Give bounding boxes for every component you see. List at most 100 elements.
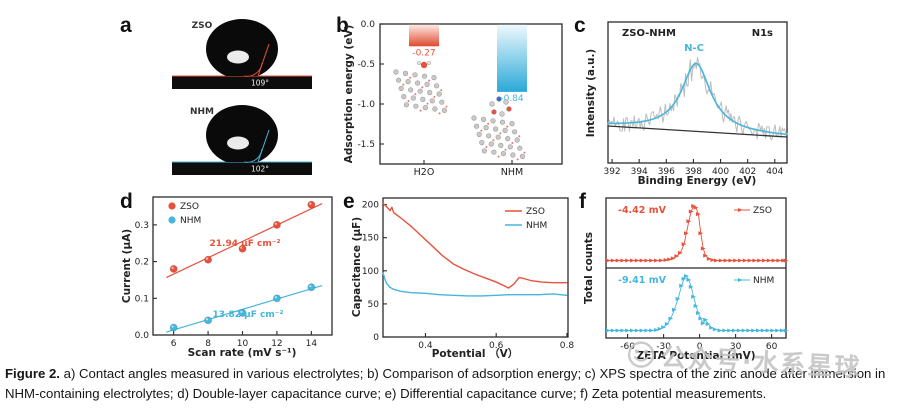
- droplet-label: NHM: [190, 107, 214, 117]
- droplet-label: ZSO: [192, 21, 213, 31]
- zeta-marker-NHM: [664, 321, 670, 326]
- bar-value-label: -0.84: [500, 94, 524, 104]
- figure-caption: Figure 2. a) Contact angles measured in …: [5, 364, 911, 404]
- zeta-marker-ZSO: [700, 246, 706, 251]
- panel-letter-c: c: [574, 14, 586, 37]
- zeta-marker-ZSO: [684, 231, 689, 236]
- zeta-marker-NHM: [681, 276, 687, 281]
- zeta-marker-ZSO: [686, 219, 692, 224]
- x-tick-label: 10: [237, 339, 249, 349]
- figure-caption-label: Figure 2.: [5, 366, 60, 381]
- zeta-marker-ZSO: [639, 258, 645, 263]
- contact-angle-panel: ZSO 109° NHM 102°: [172, 16, 312, 180]
- zeta-marker-NHM: [668, 316, 674, 321]
- xps-spectrum-chart: 392 394 396 398 400 402 404 Binding Energy (eV)…: [585, 21, 788, 187]
- zeta-marker-ZSO: [630, 258, 635, 263]
- zeta-potential-chart: -60 -30 0 30 60 ZETA Potential (mV) Total coun…: [583, 197, 789, 362]
- zeta-marker-ZSO: [634, 258, 640, 263]
- zeta-marker-ZSO: [615, 258, 621, 263]
- fit-line-NHM: [166, 285, 323, 333]
- zeta-marker-NHM: [703, 317, 708, 322]
- zeta-marker-NHM: [620, 328, 626, 333]
- x-tick-label: 12: [271, 339, 282, 349]
- zeta-marker-NHM: [717, 328, 723, 333]
- zeta-mean-annotation-NHM: -9.41 mV: [618, 275, 667, 286]
- capacitance-annotation-NHM: 13.82 μF cm⁻²: [213, 310, 284, 320]
- x-axis-title: Binding Energy (eV): [638, 175, 757, 187]
- zeta-marker-ZSO: [703, 253, 708, 258]
- x-tick-label: 402: [739, 167, 756, 177]
- zeta-marker-ZSO: [766, 258, 772, 263]
- capacitance-curve-ZSO: [382, 202, 568, 289]
- double-layer-capacitance-chart: 6 8 10 12 14 0.0 0.1 0.2 0.3 Scan rate (mV s⁻¹) Cu…: [121, 196, 333, 359]
- x-tick-label: 394: [631, 167, 648, 177]
- zeta-marker-NHM: [615, 328, 621, 333]
- x-tick-label: 400: [712, 167, 729, 177]
- zeta-marker-NHM: [661, 325, 666, 330]
- zeta-marker-NHM: [732, 328, 737, 333]
- x-tick-label: 0.6: [489, 341, 504, 351]
- zeta-marker-ZSO: [738, 258, 743, 263]
- y-tick-label: 0.2: [135, 258, 149, 268]
- y-axis-title: Adsorption energy (eV): [343, 25, 355, 164]
- zeta-mean-annotation-ZSO: -4.42 mV: [618, 205, 667, 216]
- zeta-marker-ZSO: [670, 256, 676, 261]
- x-tick-label: 392: [603, 167, 620, 177]
- fit-line-ZSO: [166, 203, 323, 278]
- data-point-ZSO: [307, 200, 316, 209]
- panel-letter-d: d: [120, 190, 133, 213]
- zeta-marker-NHM: [709, 325, 714, 330]
- zeta-marker-NHM: [639, 328, 645, 333]
- zeta-marker-ZSO: [610, 258, 616, 263]
- x-tick-label: 396: [658, 167, 675, 177]
- zeta-marker-ZSO: [714, 258, 719, 263]
- zeta-marker-ZSO: [678, 250, 683, 255]
- y-tick-label: 150: [362, 234, 379, 244]
- legend-label-ZSO: ZSO: [526, 207, 545, 217]
- data-point-NHM: [169, 323, 178, 332]
- zeta-marker-ZSO: [776, 258, 782, 263]
- y-tick-label: 0.3: [135, 221, 149, 231]
- x-category-label: NHM: [501, 167, 523, 178]
- x-tick-label: 0.4: [418, 341, 433, 351]
- zeta-marker-ZSO: [674, 254, 680, 259]
- x-tick-label: 14: [306, 339, 318, 349]
- zeta-marker-NHM: [741, 328, 747, 333]
- y-axis-title: Total counts: [583, 232, 595, 304]
- zeta-marker-NHM: [610, 328, 616, 333]
- droplet-image-nhm: NHM 102°: [172, 102, 312, 180]
- figure-panels-canvas: ZSO 109° NHM 102° 0.0 -0.5 -1.0 -1.5Adsorption…: [121, 16, 789, 362]
- legend-label-NHM: NHM: [180, 216, 201, 226]
- zeta-marker-NHM: [606, 328, 611, 333]
- zeta-marker-ZSO: [681, 242, 687, 247]
- fitted-peak-trace: [607, 62, 788, 136]
- data-point-ZSO: [203, 255, 213, 264]
- data-point-ZSO: [272, 220, 282, 229]
- baseline-trace: [607, 125, 788, 138]
- zeta-marker-NHM: [688, 284, 694, 289]
- x-axis-title: ZETA Potential (mV): [636, 350, 755, 362]
- y-tick-label: 0.0: [361, 20, 376, 30]
- zeta-marker-NHM: [644, 328, 650, 333]
- zeta-marker-ZSO: [625, 258, 630, 263]
- contact-angle-value: 109°: [251, 79, 269, 88]
- x-tick-label: -60: [620, 342, 635, 352]
- y-tick-label: 0: [373, 333, 379, 343]
- y-tick-label: -0.5: [357, 60, 375, 70]
- zeta-marker-NHM: [657, 326, 663, 331]
- panel-letter-a: a: [120, 14, 132, 37]
- zeta-marker-ZSO: [771, 258, 777, 263]
- y-tick-label: 200: [362, 201, 379, 211]
- panel-letter-f: f: [579, 190, 586, 213]
- zeta-marker-NHM: [686, 277, 692, 282]
- x-tick-label: 60: [766, 342, 778, 352]
- x-tick-label: 404: [766, 167, 783, 177]
- zeta-marker-ZSO: [606, 258, 611, 263]
- peak-assignment-label: N-C: [684, 43, 704, 54]
- legend-label-NHM: NHM: [526, 221, 547, 231]
- x-tick-label: -30: [656, 342, 671, 352]
- zeta-marker-NHM: [756, 328, 761, 333]
- zeta-marker-NHM: [760, 328, 766, 333]
- orbital-label: N1s: [752, 28, 773, 39]
